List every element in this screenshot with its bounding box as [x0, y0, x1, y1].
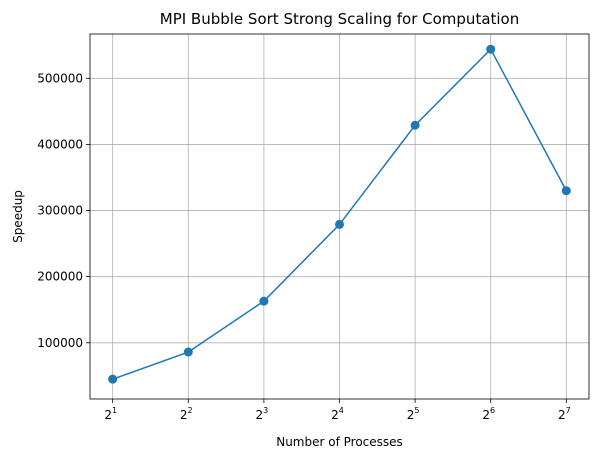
x-tick-label: 22: [180, 406, 193, 422]
data-point: [486, 44, 496, 54]
data-point: [259, 296, 269, 306]
data-point: [335, 219, 344, 229]
data-point: [183, 347, 193, 357]
data-point: [108, 374, 118, 384]
y-tick-label: 100000: [37, 336, 83, 350]
y-axis-label: Speedup: [11, 190, 25, 243]
y-tick-label: 300000: [37, 204, 83, 218]
grid: [90, 34, 589, 399]
x-axis-label: Number of Processes: [276, 435, 403, 449]
x-tick-label: 25: [407, 406, 420, 422]
y-tick-label: 500000: [37, 71, 83, 85]
series-markers: [108, 44, 571, 384]
x-tick-label: 23: [256, 406, 269, 422]
y-tick-label: 200000: [37, 270, 83, 284]
chart-title: MPI Bubble Sort Strong Scaling for Compu…: [160, 10, 520, 28]
y-axis: 100000 200000 300000 400000 500000: [37, 71, 90, 350]
x-tick-label: 24: [331, 406, 344, 422]
data-point: [561, 186, 571, 196]
x-tick-label: 27: [558, 406, 571, 422]
data-point: [410, 120, 420, 130]
y-tick-label: 400000: [37, 137, 83, 151]
x-tick-label: 21: [104, 406, 117, 422]
x-tick-label: 26: [482, 406, 495, 422]
x-axis: 21 22 23 24 25 26 27: [104, 399, 571, 422]
